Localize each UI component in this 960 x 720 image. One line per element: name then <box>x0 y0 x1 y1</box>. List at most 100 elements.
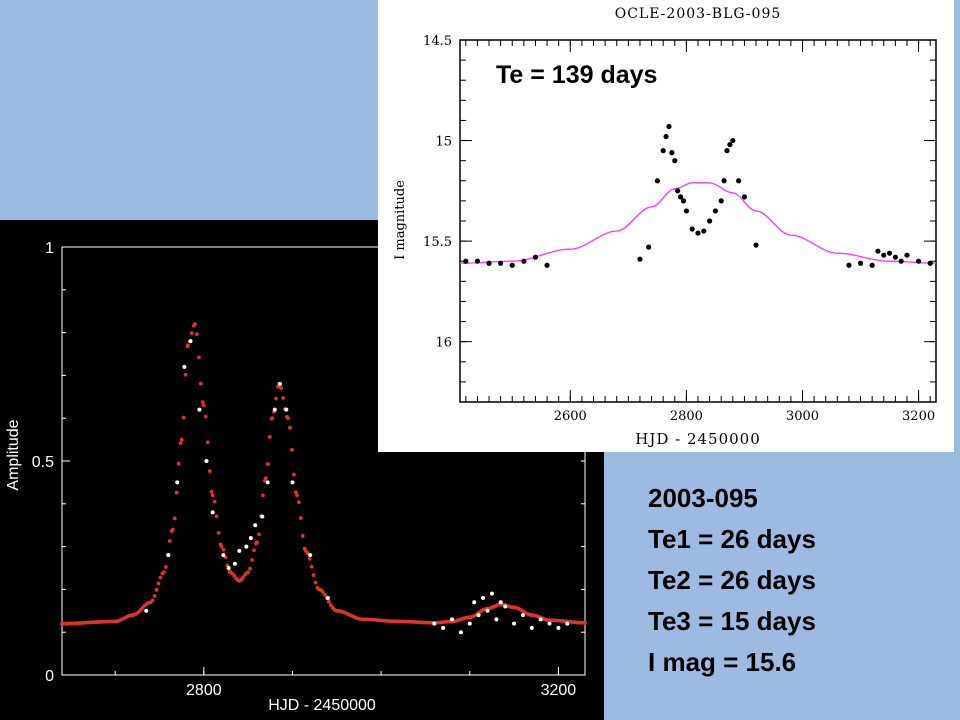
te2-label: Te2 = 26 days <box>648 565 816 595</box>
left-data-point <box>204 459 209 463</box>
left-data-point <box>272 407 277 412</box>
left-model-point <box>183 372 188 377</box>
left-model-point <box>309 564 314 569</box>
left-model-point <box>162 570 166 575</box>
left-model-point <box>170 527 175 532</box>
left-model-point <box>216 530 221 535</box>
left-data-point <box>503 604 508 609</box>
left-model-point <box>196 355 201 360</box>
left-data-point <box>144 608 149 613</box>
inset-data-point <box>509 262 515 268</box>
left-data-point <box>432 621 437 626</box>
inset-data-point <box>677 194 684 200</box>
inset-x-tick-label: 3200 <box>902 409 935 424</box>
left-data-point <box>182 364 187 369</box>
left-data-point <box>485 608 490 613</box>
left-model-point <box>241 575 246 580</box>
left-data-point <box>489 591 494 596</box>
left-data-point <box>441 625 446 630</box>
inset-data-point <box>701 228 707 234</box>
left-model-point <box>163 565 168 569</box>
left-model-point <box>326 599 331 604</box>
left-model-point <box>291 472 296 477</box>
left-data-point <box>547 621 552 626</box>
inset-y-tick-label: 15 <box>435 135 452 150</box>
left-model-point <box>150 598 155 603</box>
left-data-point <box>226 566 231 570</box>
left-model-point <box>212 499 217 504</box>
left-model-point <box>198 381 203 386</box>
left-y-tick-label: 0.5 <box>32 454 54 471</box>
left-model-point <box>174 490 179 495</box>
inset-data-point <box>654 178 660 184</box>
inset-data-point <box>869 262 875 268</box>
left-model-point <box>248 566 253 571</box>
left-data-point <box>260 514 265 519</box>
inset-data-point <box>736 178 742 184</box>
inset-data-point <box>753 242 759 248</box>
inset-y-tick-label: 15.5 <box>423 235 452 250</box>
left-model-point <box>290 447 294 452</box>
left-data-point <box>498 600 503 605</box>
left-data-point <box>253 523 258 528</box>
left-model-point <box>246 570 251 575</box>
inset-data-point <box>498 260 504 266</box>
inset-data-point <box>875 248 881 254</box>
left-x-tick-label: 2800 <box>186 682 222 699</box>
left-data-point <box>538 617 543 622</box>
inset-data-point <box>544 262 550 268</box>
inset-data-point <box>532 254 539 260</box>
left-model-point <box>263 476 268 481</box>
inset-y-tick-label: 16 <box>435 336 452 351</box>
left-model-point <box>281 396 285 400</box>
left-model-point <box>295 493 299 498</box>
inset-data-point <box>463 258 469 264</box>
left-model-point <box>321 590 325 594</box>
left-model-point <box>195 332 199 337</box>
inset-data-point <box>730 137 736 144</box>
inset-data-point <box>680 198 687 204</box>
left-model-point <box>293 490 298 495</box>
left-data-point <box>248 536 253 541</box>
amplitude-chart: 0 0.5 1 2800 3200 HJD - 2450000 Amplitude <box>5 240 587 714</box>
left-model-point <box>185 343 190 348</box>
left-model-point <box>205 440 210 445</box>
inset-data-point <box>707 218 713 224</box>
left-model-point <box>270 416 274 421</box>
inset-data-point <box>915 258 922 264</box>
inset-data-point <box>881 252 887 258</box>
left-x-axis-label: HJD - 2450000 <box>268 697 376 714</box>
left-model-point <box>189 331 194 336</box>
left-model-point <box>279 386 284 391</box>
inset-title: OCLE-2003-BLG-095 <box>615 6 782 22</box>
inset-chart-panel: OCLE-2003-BLG-095 14.5 15 15.5 16 2600 2800 300… <box>378 0 954 452</box>
inset-data-point <box>727 141 733 148</box>
inset-data-point <box>898 258 904 264</box>
inset-data-point <box>683 208 689 214</box>
inset-x-tick-label: 2600 <box>554 409 587 424</box>
te1-label: Te1 = 26 days <box>648 524 816 554</box>
left-model-point <box>209 489 214 494</box>
left-data-point <box>290 480 295 485</box>
left-data-point <box>265 480 270 485</box>
imag-label: I mag = 15.6 <box>648 647 797 677</box>
left-model-point <box>152 594 157 598</box>
left-data-point <box>325 595 330 600</box>
left-x-tick-label: 3200 <box>541 682 577 699</box>
te3-label: Te3 = 15 days <box>648 606 816 636</box>
left-data-point <box>481 595 486 600</box>
left-data-point <box>472 600 477 605</box>
left-model-point <box>255 540 259 545</box>
left-model-point <box>172 516 177 521</box>
inset-fit-curve <box>460 182 936 264</box>
left-model-point <box>210 493 215 498</box>
left-model-point <box>193 322 197 326</box>
left-model-point <box>328 603 333 607</box>
left-data-point <box>188 339 193 344</box>
inset-data-point <box>663 133 669 140</box>
left-model-point <box>307 556 312 561</box>
left-data-point <box>232 561 237 566</box>
left-model-point <box>167 539 172 543</box>
inset-data-point <box>724 148 730 154</box>
inset-te-annotation: Te = 139 days <box>496 61 657 89</box>
